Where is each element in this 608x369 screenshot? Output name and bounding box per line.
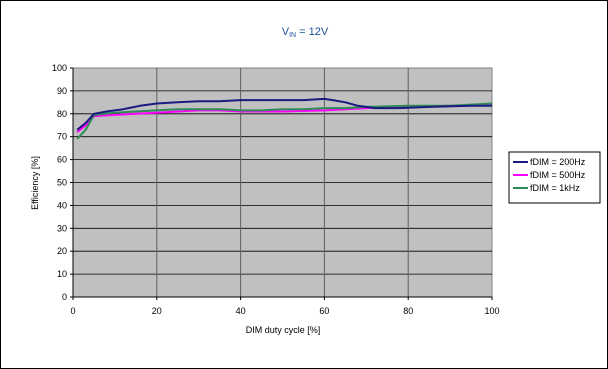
- y-tick-label: 100: [52, 63, 67, 73]
- x-tick-label: 80: [403, 306, 413, 316]
- grid-lines: [73, 68, 492, 297]
- x-axis-label: DIM duty cycle [%]: [246, 325, 321, 335]
- y-tick-label: 60: [57, 155, 67, 165]
- legend-label: fDIM = 500Hz: [530, 170, 586, 180]
- x-tick-label: 100: [484, 306, 499, 316]
- y-axis-label: Efficiency [%]: [30, 156, 40, 210]
- x-tick-label: 0: [70, 306, 75, 316]
- x-tick-label: 20: [152, 306, 162, 316]
- chart-title: VIN = 12V: [282, 26, 329, 39]
- series-lines: [76, 97, 493, 140]
- y-tick-label: 20: [57, 246, 67, 256]
- y-tick-label: 30: [57, 223, 67, 233]
- legend-label: fDIM = 1kHz: [530, 183, 580, 193]
- legend: fDIM = 200Hz fDIM = 500Hz fDIM = 1kHz: [508, 151, 601, 204]
- series-line-fdim-200hz: [76, 97, 492, 131]
- legend-label: fDIM = 200Hz: [530, 157, 586, 167]
- y-tick-label: 90: [57, 86, 67, 96]
- y-tick-label: 80: [57, 109, 67, 119]
- x-tick-label: 60: [319, 306, 329, 316]
- axis-ticks: 0 10 20 30 40 50 60 70 80 90 100 0 20 40 60 80 100: [52, 63, 500, 316]
- y-tick-label: 70: [57, 132, 67, 142]
- y-tick-label: 50: [57, 178, 67, 188]
- x-tick-label: 40: [236, 306, 246, 316]
- y-tick-label: 0: [62, 292, 67, 302]
- y-tick-label: 40: [57, 200, 67, 210]
- legend-box: [508, 151, 601, 204]
- y-tick-label: 10: [57, 269, 67, 279]
